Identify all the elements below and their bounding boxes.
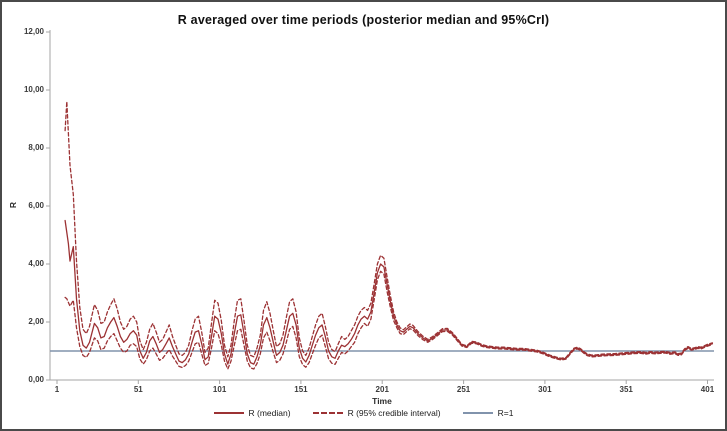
x-tick-label: 151: [294, 385, 308, 394]
legend-item-credible-interval: R (95% credible interval): [312, 408, 441, 418]
y-tick-label: 0,00: [28, 375, 44, 384]
x-tick-label: 301: [538, 385, 552, 394]
legend-line-sample: [213, 412, 244, 414]
y-tick-label: 10,00: [23, 85, 44, 94]
series-ci-line: [64, 270, 714, 370]
x-axis-title: Time: [372, 396, 392, 406]
y-tick-label: 2,00: [28, 317, 44, 326]
x-tick-label: 251: [456, 385, 471, 394]
x-tick-label: 401: [700, 385, 715, 394]
chart-legend: R (median) R (95% credible interval) R=1: [2, 408, 725, 418]
legend-line-sample: [312, 412, 343, 414]
chart-title: R averaged over time periods (posterior …: [177, 13, 550, 27]
y-tick-label: 8,00: [28, 143, 44, 152]
legend-label: R (95% credible interval): [347, 408, 441, 418]
y-tick-label: 6,00: [28, 201, 44, 210]
legend-item-r1: R=1: [462, 408, 514, 418]
y-tick-label: 4,00: [28, 259, 44, 268]
legend-item-median: R (median): [213, 408, 291, 418]
x-tick-label: 51: [133, 385, 143, 394]
legend-label: R=1: [497, 408, 514, 418]
x-tick-label: 351: [619, 385, 633, 394]
y-tick-label: 12,00: [23, 27, 44, 36]
x-tick-label: 201: [375, 385, 389, 394]
legend-label: R (median): [248, 408, 291, 418]
x-tick-label: 1: [54, 385, 60, 394]
series-median-line: [64, 219, 714, 365]
legend-line-sample: [462, 412, 493, 414]
x-tick-label: 101: [212, 385, 227, 394]
series-ci-line: [64, 100, 714, 359]
